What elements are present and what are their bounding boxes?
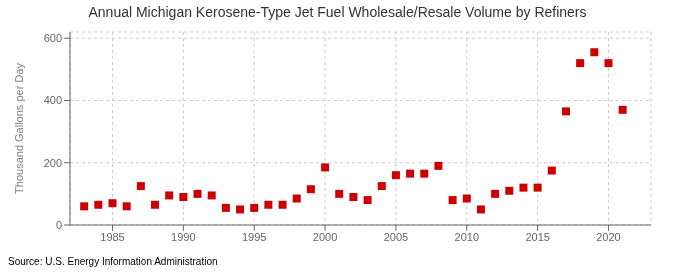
svg-text:200: 200: [44, 157, 62, 169]
svg-text:2015: 2015: [525, 231, 549, 243]
html-text:Source: U.S. Energy Informatio: Source: U.S. Energy Information Administ…: [8, 256, 218, 267]
svg-text:Thousand Gallons per Day: Thousand Gallons per Day: [13, 63, 25, 194]
svg-text:400: 400: [44, 94, 62, 106]
svg-text:2010: 2010: [455, 231, 479, 243]
svg-text:1990: 1990: [171, 231, 195, 243]
svg-text:1985: 1985: [100, 231, 124, 243]
svg-text:600: 600: [44, 32, 62, 44]
svg-text:2020: 2020: [596, 231, 620, 243]
html-text:Annual Michigan Kerosene-Type: Annual Michigan Kerosene-Type Jet Fuel W…: [88, 4, 587, 20]
svg-text:0: 0: [56, 219, 62, 231]
svg-text:1995: 1995: [242, 231, 266, 243]
svg-text:2005: 2005: [384, 231, 408, 243]
svg-text:2000: 2000: [313, 231, 337, 243]
